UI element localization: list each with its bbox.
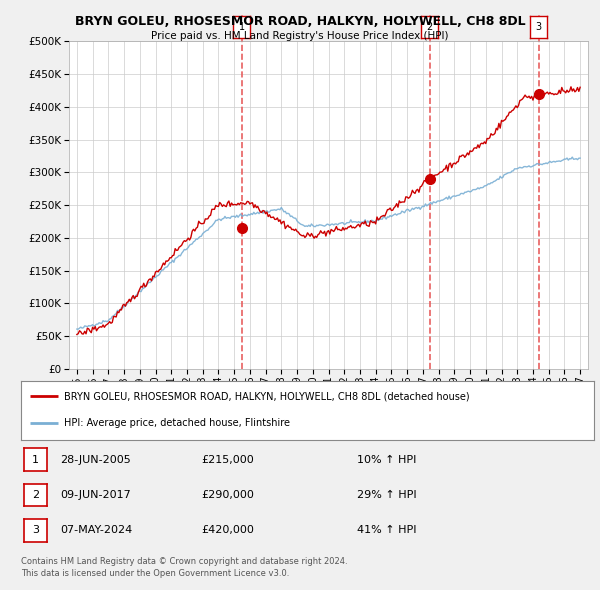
Text: This data is licensed under the Open Government Licence v3.0.: This data is licensed under the Open Gov… (21, 569, 289, 578)
Text: Contains HM Land Registry data © Crown copyright and database right 2024.: Contains HM Land Registry data © Crown c… (21, 558, 347, 566)
Text: BRYN GOLEU, RHOSESMOR ROAD, HALKYN, HOLYWELL, CH8 8DL: BRYN GOLEU, RHOSESMOR ROAD, HALKYN, HOLY… (74, 15, 526, 28)
Text: HPI: Average price, detached house, Flintshire: HPI: Average price, detached house, Flin… (64, 418, 290, 428)
Text: 41% ↑ HPI: 41% ↑ HPI (357, 526, 416, 535)
Text: 07-MAY-2024: 07-MAY-2024 (60, 526, 132, 535)
Text: 2: 2 (32, 490, 39, 500)
Text: 10% ↑ HPI: 10% ↑ HPI (357, 455, 416, 464)
Text: 1: 1 (239, 22, 245, 32)
Text: BRYN GOLEU, RHOSESMOR ROAD, HALKYN, HOLYWELL, CH8 8DL (detached house): BRYN GOLEU, RHOSESMOR ROAD, HALKYN, HOLY… (64, 392, 470, 401)
Text: £215,000: £215,000 (201, 455, 254, 464)
Text: 2: 2 (427, 22, 433, 32)
Text: 3: 3 (536, 22, 542, 32)
Text: £290,000: £290,000 (201, 490, 254, 500)
Text: £420,000: £420,000 (201, 526, 254, 535)
Text: 29% ↑ HPI: 29% ↑ HPI (357, 490, 416, 500)
Text: 09-JUN-2017: 09-JUN-2017 (60, 490, 131, 500)
Text: 28-JUN-2005: 28-JUN-2005 (60, 455, 131, 464)
Text: Price paid vs. HM Land Registry's House Price Index (HPI): Price paid vs. HM Land Registry's House … (151, 31, 449, 41)
Text: 3: 3 (32, 526, 39, 535)
Text: 1: 1 (32, 455, 39, 464)
